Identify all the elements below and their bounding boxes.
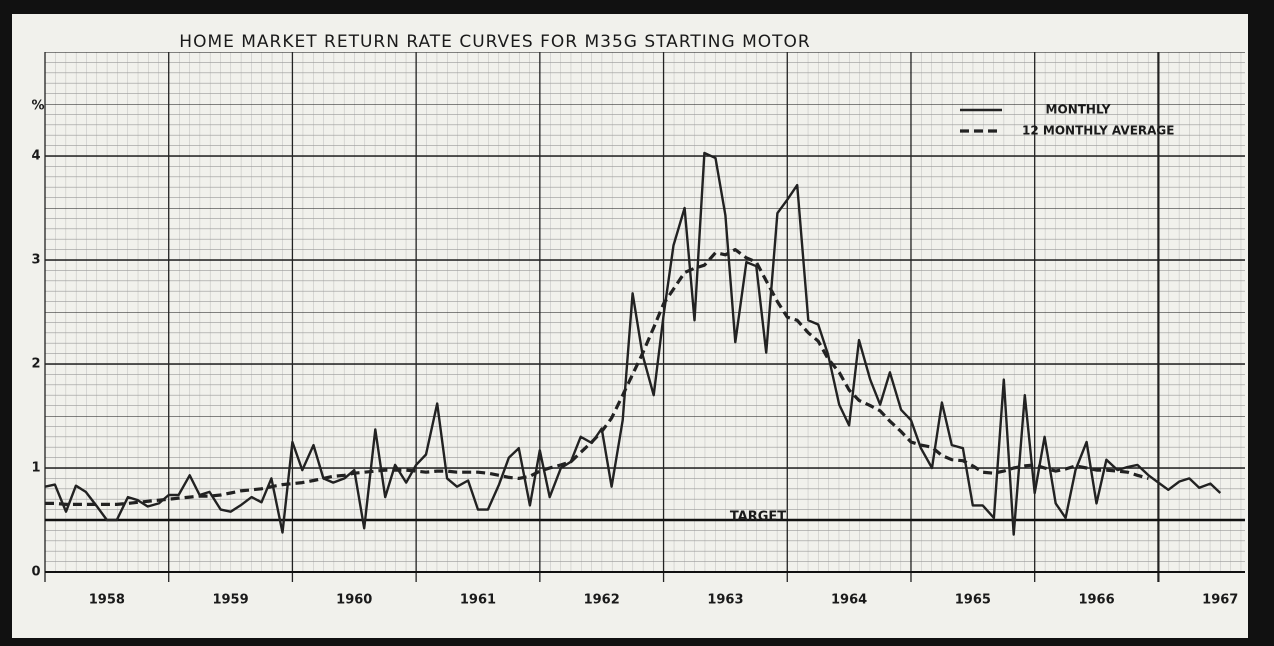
y-tick-label: 3 <box>31 253 40 268</box>
x-tick-label: 1967 <box>1202 593 1238 608</box>
x-tick-label: 1959 <box>212 593 248 608</box>
x-tick-label: 1966 <box>1078 593 1114 608</box>
y-tick-label: 1 <box>31 461 40 476</box>
x-tick-label: 1960 <box>336 593 372 608</box>
x-tick-label: 1965 <box>955 593 991 608</box>
plot: 0 1 2 3 4% 1958 1959 1960 1961 1962 1963 1964 1965 19… <box>31 52 1245 608</box>
chart-title: HOME MARKET RETURN RATE CURVES FOR M35G … <box>179 32 810 52</box>
x-tick-label: 1958 <box>89 593 125 608</box>
x-tick-label: 1963 <box>707 593 743 608</box>
x-tick-label: 1962 <box>584 593 620 608</box>
y-tick-label: 4 <box>31 149 40 164</box>
legend-label: 12 MONTHLY AVERAGE <box>1022 124 1174 138</box>
y-tick-label: 0 <box>31 565 40 580</box>
x-tick-label: 1961 <box>460 593 496 608</box>
series-line <box>45 248 1149 506</box>
target-label: TARGET <box>730 510 786 525</box>
x-tick-label: 1964 <box>831 593 867 608</box>
legend-label: MONTHLY <box>1046 103 1111 117</box>
y-unit: % <box>31 99 44 114</box>
y-tick-label: 2 <box>31 357 40 372</box>
series-line <box>44 151 1222 536</box>
minor-grid <box>45 52 1245 572</box>
